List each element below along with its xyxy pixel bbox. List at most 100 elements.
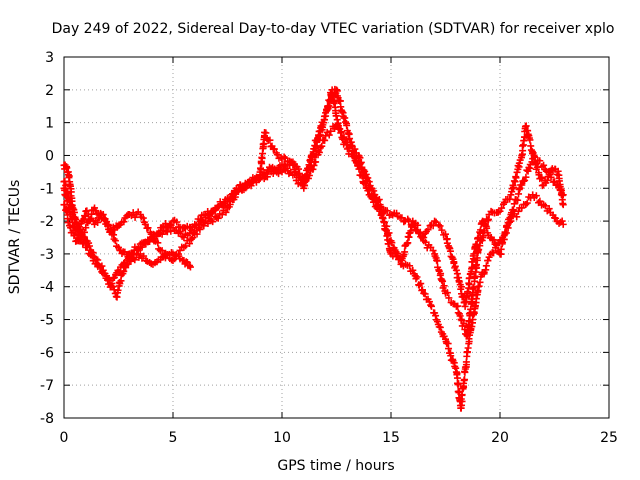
- data-point-track-c: [245, 178, 253, 186]
- plus-marker-stroke: [418, 286, 426, 294]
- data-point-interp-track-b: [429, 222, 437, 230]
- data-point-interp-track-d: [89, 249, 97, 257]
- data-point-track-a: [529, 191, 537, 199]
- data-point-track-b: [452, 266, 460, 274]
- plus-marker-stroke: [273, 151, 281, 159]
- data-point-interp-track-d: [80, 233, 88, 241]
- plus-marker-stroke: [522, 122, 530, 130]
- data-point-interp-track-d: [65, 196, 73, 204]
- data-point-track-c: [125, 211, 133, 219]
- plus-marker-stroke: [362, 173, 370, 181]
- data-point-interp-track-a: [167, 227, 175, 235]
- data-point-interp-track-c: [244, 182, 252, 190]
- data-point-track-b: [213, 204, 221, 212]
- data-point-interp-track-a: [346, 135, 354, 143]
- plus-marker-stroke: [393, 209, 401, 217]
- plus-marker-stroke: [91, 220, 99, 228]
- plus-marker-stroke: [356, 159, 364, 167]
- plus-marker-stroke: [311, 158, 319, 166]
- data-point-track-c: [234, 188, 242, 196]
- plus-marker-stroke: [82, 224, 90, 232]
- data-point-interp-track-c: [480, 227, 488, 235]
- data-point-interp-track-c: [433, 257, 441, 265]
- plus-marker-stroke: [529, 191, 537, 199]
- plus-marker-stroke: [522, 200, 530, 208]
- data-point-interp-track-c: [337, 128, 345, 136]
- data-point-interp-track-b: [497, 245, 505, 253]
- plus-marker-stroke: [64, 190, 72, 198]
- data-point-track-d: [73, 220, 81, 228]
- plus-marker-stroke: [60, 178, 68, 186]
- plus-marker-stroke: [458, 397, 466, 405]
- plus-marker-stroke: [196, 225, 204, 233]
- data-point-interp-track-a: [490, 249, 498, 257]
- plus-marker-stroke: [518, 151, 526, 159]
- data-point-interp-track-b: [465, 281, 473, 289]
- plus-marker-stroke: [438, 226, 446, 234]
- data-point-interp-track-c: [97, 209, 105, 217]
- plus-marker-stroke: [420, 289, 428, 297]
- plus-marker-stroke: [420, 237, 428, 245]
- axis-ticks: -8 -7 -6 -5 -4 -3 -2 -1 0 1 2 3 0 5 10 15 20 25: [40, 50, 618, 446]
- plus-marker-stroke: [464, 288, 472, 296]
- data-point-interp-track-b: [509, 206, 517, 214]
- data-point-interp-track-c: [418, 233, 426, 241]
- data-point-track-a: [485, 253, 493, 261]
- data-point-track-c: [289, 161, 297, 169]
- plus-marker-stroke: [316, 131, 324, 139]
- plus-marker-stroke: [424, 226, 432, 234]
- data-point-track-c: [354, 151, 362, 159]
- plus-marker-stroke: [465, 317, 473, 325]
- plus-marker-stroke: [409, 266, 417, 274]
- plus-marker-stroke: [398, 256, 406, 264]
- data-point-track-b: [278, 168, 286, 176]
- data-point-track-c: [269, 145, 277, 153]
- plus-marker-stroke: [322, 132, 330, 140]
- data-point-track-c: [311, 158, 319, 166]
- data-point-track-b: [398, 256, 406, 264]
- plus-marker-stroke: [559, 220, 567, 228]
- data-point-interp-track-c: [543, 176, 551, 184]
- plus-marker-stroke: [180, 224, 188, 232]
- plus-marker-stroke: [343, 138, 351, 146]
- data-point-interp-track-b: [457, 283, 465, 291]
- plus-marker-stroke: [385, 240, 393, 248]
- plus-marker-stroke: [191, 220, 199, 228]
- plus-marker-stroke: [191, 230, 199, 238]
- data-point-interp-track-b: [316, 131, 324, 139]
- plus-marker-stroke: [105, 221, 113, 229]
- data-point-track-b: [507, 211, 515, 219]
- plus-marker-stroke: [65, 196, 73, 204]
- data-point-track-c: [420, 237, 428, 245]
- y-tick-label: 0: [45, 148, 54, 164]
- data-point-interp-track-b: [522, 173, 530, 181]
- data-point-track-c: [99, 214, 107, 222]
- plus-marker-stroke: [147, 230, 155, 238]
- plus-marker-stroke: [506, 195, 514, 203]
- plus-marker-stroke: [452, 368, 460, 376]
- plus-marker-stroke: [417, 280, 425, 288]
- data-point-track-c: [555, 171, 563, 179]
- data-point-track-b: [540, 161, 548, 169]
- plus-marker-stroke: [521, 176, 529, 184]
- data-point-interp-track-b: [262, 169, 270, 177]
- data-point-interp-track-d: [85, 242, 93, 250]
- data-point-track-b: [158, 224, 166, 232]
- plus-marker-stroke: [136, 243, 144, 251]
- plus-marker-stroke: [418, 233, 426, 241]
- plus-marker-stroke: [557, 191, 565, 199]
- data-point-interp-track-d: [142, 257, 150, 265]
- plus-marker-stroke: [305, 171, 313, 179]
- plus-marker-stroke: [507, 211, 515, 219]
- data-point-track-b: [60, 161, 68, 169]
- plus-marker-stroke: [474, 247, 482, 255]
- plot-frame: [63, 56, 610, 419]
- plus-marker-stroke: [313, 138, 321, 146]
- plus-marker-stroke: [439, 277, 447, 285]
- data-point-track-c: [409, 220, 417, 228]
- data-point-track-d: [180, 256, 188, 264]
- data-point-interp-track-c: [309, 165, 317, 173]
- plus-marker-stroke: [507, 191, 515, 199]
- y-tick-label: 1: [45, 116, 54, 132]
- plus-marker-stroke: [80, 233, 88, 241]
